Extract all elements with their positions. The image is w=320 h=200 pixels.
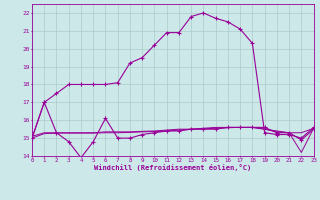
X-axis label: Windchill (Refroidissement éolien,°C): Windchill (Refroidissement éolien,°C) [94,164,252,171]
